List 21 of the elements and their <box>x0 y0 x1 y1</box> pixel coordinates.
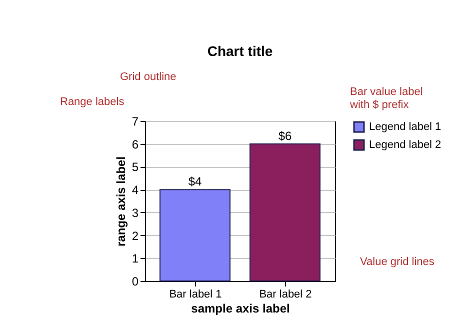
y-tick-label: 6 <box>132 137 139 152</box>
y-tick-label: 3 <box>132 206 139 220</box>
x-tick-label: Bar label 1 <box>169 288 222 300</box>
y-tick-label: 1 <box>132 252 139 266</box>
text: Bar value label with $ prefix <box>349 86 423 111</box>
legend-label: Legend label 2 <box>369 139 442 151</box>
y-axis-title: range axis label <box>114 156 128 247</box>
y-tick-label: 5 <box>132 160 139 174</box>
data-label: $4 <box>188 174 202 189</box>
text: Grid outline <box>120 71 176 83</box>
chart-title: Chart title <box>207 43 273 59</box>
y-tick-label: 0 <box>132 274 139 288</box>
data-label: $6 <box>278 128 292 143</box>
legend-label: Legend label 1 <box>369 121 442 133</box>
y-tick-label: 2 <box>132 228 139 243</box>
x-axis-title: sample axis label <box>191 302 290 316</box>
y-tick-label: 7 <box>132 114 139 128</box>
text: Range labels <box>60 96 125 108</box>
text: Value grid lines <box>360 256 435 268</box>
y-tick-label: 4 <box>132 183 139 198</box>
x-tick-label: Bar label 2 <box>259 288 312 300</box>
